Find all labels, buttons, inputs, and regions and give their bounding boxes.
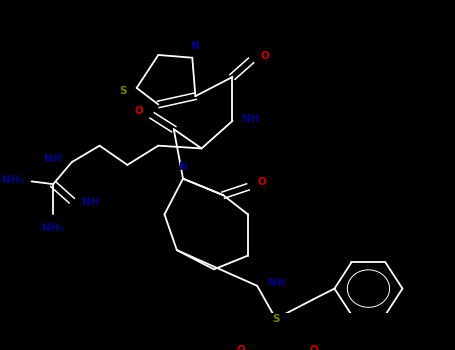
Text: NH: NH: [268, 278, 286, 288]
Text: NH₂: NH₂: [42, 223, 64, 233]
Text: O: O: [310, 345, 318, 350]
Text: NH: NH: [242, 114, 260, 124]
Text: S: S: [119, 86, 127, 96]
Text: O: O: [236, 345, 245, 350]
Text: NH: NH: [45, 154, 62, 164]
Text: O: O: [257, 177, 266, 188]
Text: S: S: [272, 314, 279, 324]
Text: N: N: [179, 162, 187, 172]
Text: NH₂: NH₂: [2, 175, 24, 185]
Text: NH: NH: [81, 197, 99, 207]
Text: O: O: [260, 51, 269, 61]
Text: N: N: [191, 41, 200, 51]
Text: O: O: [134, 106, 143, 116]
